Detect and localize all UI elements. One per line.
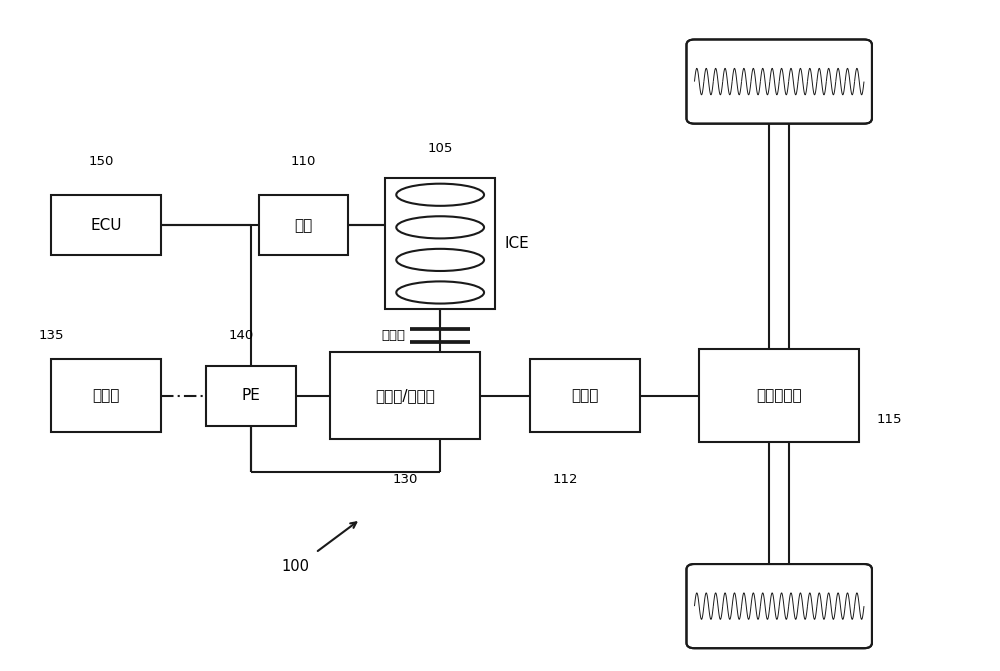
Text: 110: 110 (291, 155, 316, 168)
FancyBboxPatch shape (686, 40, 872, 123)
Text: 140: 140 (228, 329, 253, 342)
Text: ICE: ICE (505, 236, 530, 252)
Ellipse shape (396, 281, 484, 303)
Text: 差速齿轮筱: 差速齿轮筱 (756, 388, 802, 403)
Text: 电池组: 电池组 (92, 388, 120, 403)
Text: 燃料: 燃料 (294, 218, 313, 233)
Text: 130: 130 (393, 472, 418, 486)
Text: PE: PE (241, 388, 260, 403)
Text: 135: 135 (38, 329, 64, 342)
Ellipse shape (396, 216, 484, 238)
FancyBboxPatch shape (686, 564, 872, 648)
Ellipse shape (396, 249, 484, 271)
Bar (330, 352, 480, 439)
Bar (206, 366, 296, 425)
Ellipse shape (396, 184, 484, 206)
Bar (385, 178, 495, 309)
Text: 电马达/发电机: 电马达/发电机 (375, 388, 435, 403)
Bar (530, 359, 640, 432)
Bar (51, 359, 161, 432)
Bar (699, 349, 859, 442)
Text: 115: 115 (876, 413, 902, 425)
Bar (259, 195, 348, 255)
Text: 100: 100 (282, 558, 310, 574)
Bar (51, 195, 161, 255)
Text: 105: 105 (427, 142, 453, 155)
Text: 112: 112 (552, 472, 578, 486)
Text: 变速器: 变速器 (571, 388, 598, 403)
Text: 离合器: 离合器 (381, 329, 405, 342)
Text: 150: 150 (88, 155, 114, 168)
Text: ECU: ECU (90, 218, 122, 233)
